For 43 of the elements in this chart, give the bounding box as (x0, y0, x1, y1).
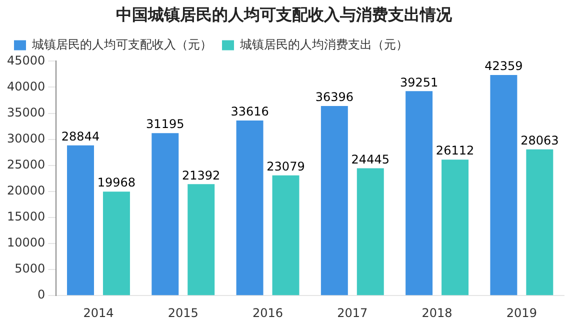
data-label: 31195 (146, 117, 184, 132)
data-label: 33616 (230, 104, 269, 119)
data-label: 28063 (520, 134, 559, 148)
bar (272, 175, 300, 296)
legend-label: 城镇居民的人均可支配收入（元） (31, 37, 212, 52)
data-label: 28844 (61, 129, 100, 144)
bar (236, 120, 264, 296)
bar (152, 133, 179, 296)
bar (442, 160, 469, 296)
x-tick-label: 2019 (506, 306, 537, 320)
x-tick-label: 2016 (252, 306, 284, 320)
y-tick-label: 5000 (14, 262, 46, 276)
y-tick-label: 15000 (6, 210, 46, 224)
bar (356, 168, 384, 296)
y-tick-label: 35000 (6, 105, 46, 120)
data-label: 39251 (400, 75, 438, 90)
bar (526, 149, 554, 296)
bar (102, 192, 130, 296)
y-tick-label: 0 (38, 288, 46, 302)
data-label: 19968 (97, 176, 136, 190)
x-tick-label: 2015 (168, 306, 198, 320)
bar (320, 106, 348, 296)
y-tick-label: 40000 (6, 79, 46, 94)
bar (188, 184, 215, 296)
data-label: 23079 (266, 160, 305, 174)
data-label: 21392 (182, 168, 220, 182)
data-label: 26112 (436, 144, 474, 158)
data-label: 42359 (484, 59, 523, 74)
y-tick-label: 30000 (6, 131, 46, 146)
y-tick-label: 45000 (6, 53, 46, 68)
bar (67, 145, 94, 296)
x-tick-label: 2014 (83, 306, 114, 320)
chart-title: 中国城镇居民的人均可支配收入与消费支出情况 (116, 4, 453, 24)
y-tick-label: 10000 (6, 236, 46, 250)
y-tick-label: 25000 (6, 158, 46, 172)
data-label: 36396 (315, 90, 354, 104)
data-label: 24445 (351, 152, 390, 166)
x-tick-label: 2017 (337, 306, 368, 320)
y-tick-label: 20000 (6, 184, 46, 198)
x-tick-label: 2018 (422, 306, 452, 320)
legend-label: 城镇居民的人均消费支出（元） (239, 37, 408, 52)
bar (406, 91, 433, 296)
bar (490, 74, 518, 296)
